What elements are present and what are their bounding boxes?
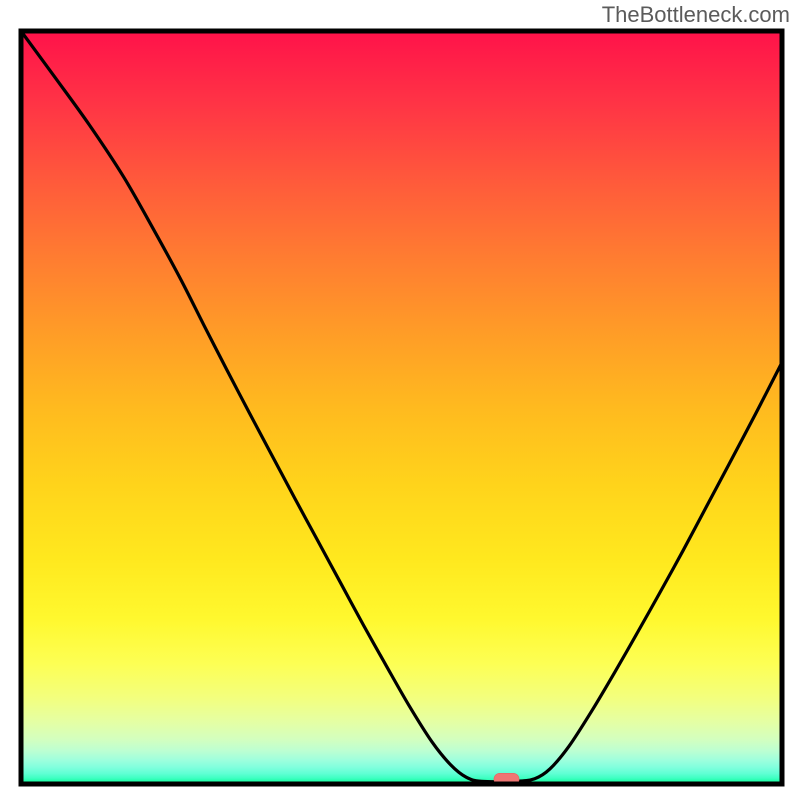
chart-svg <box>0 0 800 800</box>
chart-container: TheBottleneck.com <box>0 0 800 800</box>
gradient-background <box>21 31 782 784</box>
watermark-text: TheBottleneck.com <box>602 2 790 28</box>
plot-area <box>21 31 782 785</box>
